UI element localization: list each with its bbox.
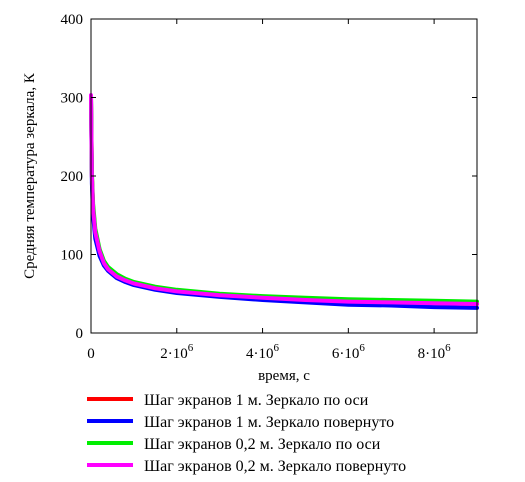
ticks-layer: 0 100 200 300 400 0 2·106 4·106 6·106 8·106 bbox=[61, 12, 477, 362]
x-tick-label: 4·106 bbox=[246, 342, 280, 362]
series-layer bbox=[89, 93, 479, 310]
x-tick-label: 0 bbox=[87, 346, 95, 362]
y-tick-label: 400 bbox=[61, 12, 84, 28]
y-axis-title: Средняя температура зеркала, К bbox=[22, 72, 38, 279]
legend-label-3: Шаг экранов 0,2 м. Зеркало по оси bbox=[144, 436, 381, 453]
series-line-3 bbox=[89, 95, 479, 304]
x-axis-title: время, с bbox=[258, 368, 310, 384]
series-line-4 bbox=[89, 93, 479, 306]
y-tick-label: 300 bbox=[61, 91, 84, 107]
series-line-2 bbox=[89, 95, 479, 310]
legend-label-4: Шаг экранов 0,2 м. Зеркало повернуто bbox=[144, 458, 406, 475]
y-tick-label: 200 bbox=[61, 169, 84, 185]
x-tick-label: 8·106 bbox=[418, 342, 452, 362]
legend-label-2: Шаг экранов 1 м. Зеркало повернуто bbox=[144, 414, 394, 431]
series-line-1 bbox=[89, 95, 479, 306]
legend-label-1: Шаг экранов 1 м. Зеркало по оси bbox=[144, 392, 369, 409]
x-tick-label: 2·106 bbox=[160, 342, 194, 362]
legend: Шаг экранов 1 м. Зеркало по оси Шаг экран… bbox=[87, 392, 406, 475]
x-tick-label: 6·106 bbox=[332, 342, 366, 362]
y-tick-label: 0 bbox=[76, 326, 84, 342]
y-tick-label: 100 bbox=[61, 248, 84, 264]
